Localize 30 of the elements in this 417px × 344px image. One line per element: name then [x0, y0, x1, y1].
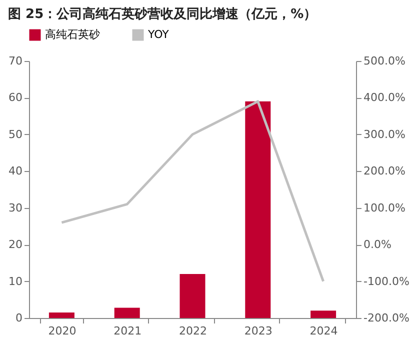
bar — [310, 310, 336, 318]
x-tick-label: 2020 — [48, 324, 76, 338]
y2-tick-label: 400.0% — [364, 91, 406, 104]
y-tick-label: 20 — [8, 238, 22, 252]
bar — [180, 274, 206, 318]
y2-tick-label: 300.0% — [364, 128, 406, 141]
y-tick-label: 60 — [8, 91, 22, 104]
bar — [48, 312, 74, 318]
chart-title: 图 25：公司高纯石英砂营收及同比增速（亿元，%） — [8, 6, 317, 22]
legend-label: YOY — [147, 28, 170, 41]
x-tick-label: 2021 — [114, 324, 142, 338]
y-tick-label: 70 — [8, 54, 22, 68]
bar — [114, 308, 140, 318]
y2-tick-label: -100.0% — [364, 274, 410, 288]
y-tick-label: 0 — [16, 312, 22, 324]
y2-tick-label: 200.0% — [364, 164, 406, 178]
y-tick-label: 30 — [8, 201, 22, 214]
legend-label: 高纯石英砂 — [45, 28, 100, 41]
y2-tick-label: 500.0% — [364, 54, 406, 68]
y-tick-label: 10 — [8, 274, 22, 288]
y-tick-label: 40 — [8, 164, 22, 178]
x-tick-label: 2024 — [310, 324, 338, 338]
x-tick-label: 2023 — [244, 324, 272, 338]
y2-tick-label: -200.0% — [364, 312, 410, 324]
y2-tick-label: 0.0% — [364, 238, 392, 252]
x-tick-label: 2022 — [179, 324, 207, 338]
bar — [245, 101, 271, 318]
line-series — [60, 100, 325, 283]
y-tick-label: 50 — [8, 128, 22, 141]
y2-tick-label: 100.0% — [364, 201, 406, 214]
